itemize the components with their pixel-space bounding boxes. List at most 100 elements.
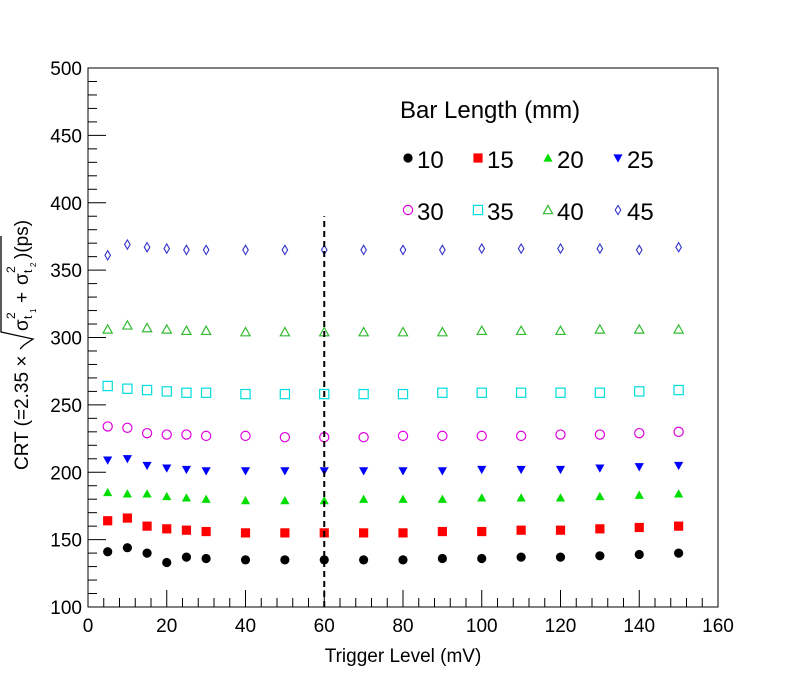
data-point-10mm — [319, 555, 329, 565]
data-point-45mm — [675, 241, 683, 253]
data-point-15mm — [555, 525, 566, 535]
y-axis-label-sigma-1-sub-index: 1 — [29, 308, 38, 313]
data-point-25mm — [516, 465, 526, 475]
data-point-20mm — [359, 494, 369, 503]
data-point-45mm — [557, 242, 564, 255]
x-tick-label: 120 — [545, 616, 577, 637]
y-tick-label: 150 — [50, 531, 82, 552]
data-point-30mm — [515, 430, 527, 442]
x-tick-label: 80 — [392, 616, 413, 637]
data-point-40mm — [102, 323, 114, 334]
y-axis-label-sigma-1-sub: t — [21, 315, 35, 319]
y-tick-label: 200 — [50, 463, 82, 484]
data-point-15mm — [516, 525, 526, 535]
data-point-10mm — [398, 555, 408, 565]
ticks-layer — [87, 67, 719, 608]
data-point-25mm — [240, 467, 251, 476]
legend-marker-40mm — [542, 204, 554, 215]
data-point-15mm — [142, 521, 152, 531]
data-point-10mm — [201, 553, 211, 564]
data-point-30mm — [555, 429, 566, 440]
data-point-30mm — [594, 429, 606, 440]
data-point-20mm — [142, 489, 152, 498]
data-point-35mm — [102, 380, 113, 392]
data-point-45mm — [478, 242, 486, 255]
legend-marker-30mm — [402, 204, 414, 216]
data-point-15mm — [162, 524, 172, 534]
legend-title: Bar Length (mm) — [400, 97, 580, 124]
data-point-45mm — [360, 244, 368, 256]
data-point-35mm — [673, 384, 684, 396]
x-tick-label: 20 — [156, 616, 177, 637]
data-point-20mm — [162, 491, 172, 501]
data-point-10mm — [555, 552, 566, 562]
x-tick-label: 40 — [235, 616, 256, 637]
data-point-45mm — [163, 242, 171, 255]
data-point-45mm — [517, 242, 525, 255]
data-point-10mm — [240, 555, 251, 565]
data-point-45mm — [143, 241, 151, 253]
data-point-20mm — [477, 493, 487, 502]
data-point-25mm — [398, 467, 408, 476]
data-point-35mm — [122, 383, 133, 394]
data-point-10mm — [674, 548, 684, 558]
data-point-20mm — [398, 494, 408, 503]
data-point-25mm — [674, 461, 684, 471]
data-point-35mm — [515, 387, 527, 398]
legend-marker-25mm — [613, 154, 623, 163]
data-point-45mm — [242, 244, 249, 256]
y-axis-label-suffix: )(ps) — [12, 220, 33, 259]
data-point-30mm — [279, 432, 291, 443]
y-axis-label-sigma-1-sq: 2 — [4, 312, 18, 319]
data-point-15mm — [280, 528, 290, 538]
data-point-20mm — [181, 493, 192, 502]
x-tick-label: 160 — [702, 616, 734, 637]
legend-label-15mm: 15 — [487, 147, 514, 174]
y-tick-label: 250 — [50, 396, 82, 417]
data-point-25mm — [181, 465, 192, 475]
data-point-35mm — [437, 387, 448, 398]
data-point-45mm — [202, 244, 210, 256]
data-point-45mm — [183, 244, 190, 256]
data-point-45mm — [123, 238, 131, 251]
data-point-10mm — [181, 552, 192, 562]
data-point-35mm — [181, 387, 192, 398]
data-point-15mm — [634, 522, 644, 533]
data-point-15mm — [181, 525, 192, 535]
data-point-20mm — [122, 489, 132, 498]
data-point-25mm — [437, 467, 447, 476]
data-point-25mm — [359, 467, 369, 476]
legend-label-20mm: 20 — [557, 147, 584, 174]
legend-label-30mm: 30 — [417, 199, 444, 226]
legend-marker-10mm — [403, 153, 413, 163]
data-point-35mm — [634, 386, 645, 397]
x-tick-label: 0 — [83, 616, 94, 637]
data-point-20mm — [240, 495, 251, 505]
data-point-25mm — [103, 456, 113, 465]
y-tick-label: 450 — [50, 126, 82, 147]
data-point-10mm — [122, 543, 132, 553]
legend: 10 15 20 25 30 35 40 45 — [402, 147, 654, 226]
x-axis-label: Trigger Level (mV) — [325, 646, 482, 667]
y-tick-label: 500 — [50, 59, 82, 80]
data-point-40mm — [554, 324, 567, 336]
y-axis-label-sigma-2: σ — [12, 273, 33, 285]
sqrt-sign — [0, 236, 35, 350]
data-point-15mm — [477, 526, 487, 537]
data-point-20mm — [634, 490, 644, 499]
data-point-30mm — [122, 422, 133, 433]
y-tick-label: 300 — [50, 329, 82, 350]
data-point-40mm — [673, 323, 685, 334]
data-point-20mm — [595, 491, 605, 501]
data-point-30mm — [437, 430, 448, 442]
data-point-25mm — [201, 467, 211, 476]
data-point-20mm — [674, 489, 684, 498]
y-axis-label-sigma-2-sq: 2 — [4, 266, 18, 273]
data-point-20mm — [201, 494, 211, 503]
data-point-25mm — [162, 464, 172, 473]
data-point-20mm — [280, 495, 290, 505]
data-point-45mm — [281, 244, 289, 256]
data-point-35mm — [141, 384, 153, 396]
tick-labels-layer: 0 20 40 60 80 100 120 140 160 100 150 200 250 300 350 4… — [50, 59, 734, 637]
markers-layer — [102, 238, 685, 568]
